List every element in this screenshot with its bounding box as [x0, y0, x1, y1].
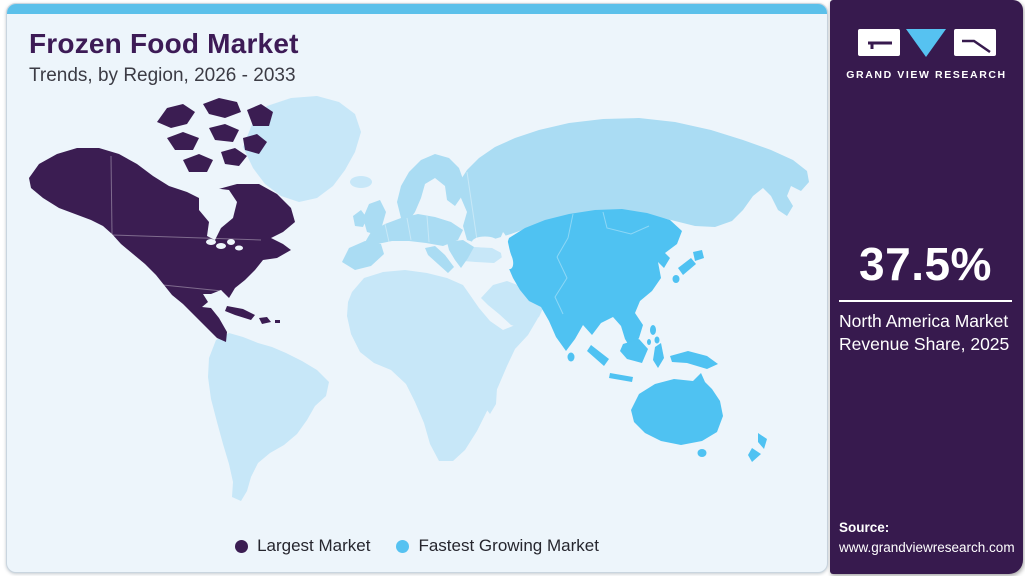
japan-honshu: [678, 258, 696, 275]
page-subtitle: Trends, by Region, 2026 - 2033: [29, 65, 296, 86]
legend-item-largest-market: Largest Market: [235, 536, 370, 556]
arctic-island: [243, 134, 267, 154]
page-title: Frozen Food Market: [29, 28, 299, 59]
russia: [458, 118, 809, 244]
hispaniola: [259, 317, 271, 324]
japan-hokkaido: [693, 250, 704, 261]
arctic-island: [247, 104, 273, 126]
stat-divider: [839, 300, 1012, 302]
borneo: [620, 339, 648, 363]
arctic-island: [157, 104, 195, 128]
new-guinea: [670, 351, 718, 369]
tasmania: [697, 449, 707, 457]
philippines-2: [654, 336, 660, 344]
new-zealand-north: [758, 433, 767, 449]
sumatra: [587, 345, 609, 366]
hudson-bay: [199, 188, 237, 240]
country-borders: [110, 155, 650, 315]
asia-mainland: [505, 209, 682, 351]
greenland: [243, 96, 361, 202]
caspian-sea: [500, 232, 514, 270]
arctic-island: [209, 124, 239, 142]
central-europe: [364, 214, 463, 246]
java: [609, 373, 633, 382]
stat-block: 37.5% North America Market Revenue Share…: [839, 237, 1012, 356]
philippines-3: [647, 339, 651, 345]
region-europe-russia: [342, 118, 809, 273]
arctic-island: [221, 148, 247, 166]
africa: [347, 270, 538, 461]
sidebar: GRAND VIEW RESEARCH 37.5% North America …: [830, 0, 1023, 574]
sulawesi: [653, 343, 664, 368]
stat-value: 37.5%: [859, 238, 992, 290]
header: Frozen Food Market Trends, by Region, 20…: [29, 28, 299, 87]
stat-caption-line: North America Market: [839, 311, 1009, 331]
map-water-details: [199, 188, 514, 270]
arctic-island: [167, 132, 199, 150]
great-lake: [206, 239, 216, 245]
iberia: [342, 241, 384, 270]
legend-label: Fastest Growing Market: [418, 536, 599, 555]
great-britain: [363, 200, 386, 234]
legend-item-fastest-growing-market: Fastest Growing Market: [396, 536, 599, 556]
stat-caption-line: Revenue Share, 2025: [839, 334, 1010, 355]
north-america-mainland: [29, 148, 295, 342]
stat-caption: North America Market Revenue Share, 2025: [839, 310, 1012, 356]
source-url: www.grandviewresearch.com: [839, 539, 1015, 555]
world-map: [29, 96, 809, 501]
source-block: Source: www.grandviewresearch.com: [839, 518, 1015, 559]
ireland: [353, 210, 367, 227]
south-america: [208, 333, 329, 501]
japan-kyushu: [672, 275, 680, 283]
philippines-1: [650, 325, 656, 335]
brand-logo: GRAND VIEW RESEARCH: [830, 26, 1023, 81]
sri-lanka: [567, 352, 575, 362]
scandinavia: [397, 154, 464, 222]
balkans: [447, 240, 474, 268]
brand-name: GRAND VIEW RESEARCH: [846, 69, 1007, 81]
iceland: [350, 176, 372, 188]
arctic-island: [183, 154, 213, 172]
map-panel: Frozen Food Market Trends, by Region, 20…: [6, 3, 828, 573]
gvr-logo-icon: [857, 29, 996, 57]
top-accent-bar: [7, 4, 827, 14]
region-asia-pacific: [505, 209, 767, 462]
largest-market-dot-icon: [235, 539, 249, 553]
puerto-rico: [275, 320, 280, 323]
arctic-island: [203, 98, 241, 118]
fastest-growing-dot-icon: [396, 539, 410, 553]
source-label: Source:: [839, 519, 890, 535]
italy: [425, 246, 454, 273]
madagascar: [483, 380, 497, 414]
region-north-america: [29, 98, 295, 342]
black-sea: [472, 236, 498, 248]
legend: Largest Market Fastest Growing Market: [7, 536, 827, 556]
legend-label: Largest Market: [257, 536, 371, 555]
australia: [631, 373, 723, 445]
new-zealand-south: [748, 448, 761, 462]
great-lake: [235, 245, 243, 251]
cuba: [225, 306, 255, 320]
great-lake: [216, 243, 226, 249]
great-lake: [227, 239, 235, 245]
